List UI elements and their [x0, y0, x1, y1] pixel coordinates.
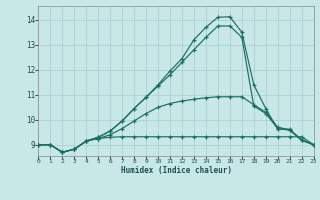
X-axis label: Humidex (Indice chaleur): Humidex (Indice chaleur)	[121, 166, 231, 175]
